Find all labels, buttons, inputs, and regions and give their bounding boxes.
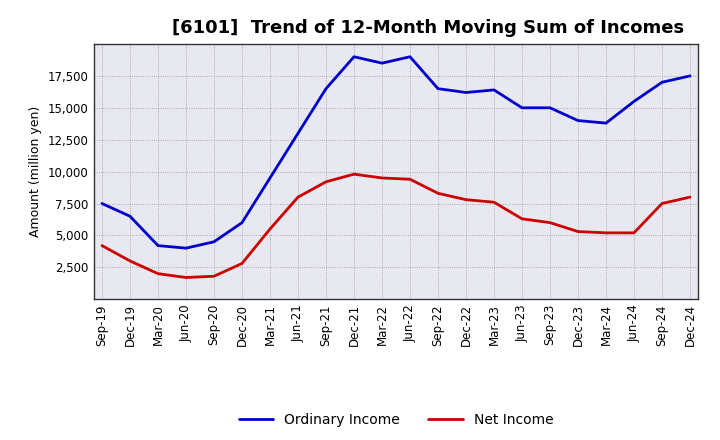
Ordinary Income — [657, 80, 666, 85]
Ordinary Income — [266, 175, 274, 180]
Ordinary Income — [462, 90, 470, 95]
Net Income — [126, 258, 135, 264]
Net Income — [490, 200, 498, 205]
Ordinary Income — [574, 118, 582, 123]
Y-axis label: Amount (million yen): Amount (million yen) — [30, 106, 42, 237]
Ordinary Income — [685, 73, 694, 78]
Line: Ordinary Income: Ordinary Income — [102, 57, 690, 248]
Ordinary Income — [238, 220, 246, 225]
Ordinary Income — [630, 99, 639, 104]
Ordinary Income — [181, 246, 190, 251]
Ordinary Income — [602, 121, 611, 126]
Net Income — [294, 194, 302, 200]
Net Income — [630, 230, 639, 235]
Ordinary Income — [405, 54, 414, 59]
Line: Net Income: Net Income — [102, 174, 690, 278]
Net Income — [378, 175, 387, 180]
Net Income — [266, 226, 274, 231]
Ordinary Income — [153, 243, 162, 248]
Net Income — [153, 271, 162, 276]
Ordinary Income — [98, 201, 107, 206]
Net Income — [210, 274, 218, 279]
Ordinary Income — [518, 105, 526, 110]
Net Income — [518, 216, 526, 221]
Ordinary Income — [378, 60, 387, 66]
Ordinary Income — [322, 86, 330, 92]
Ordinary Income — [210, 239, 218, 245]
Net Income — [322, 179, 330, 184]
Ordinary Income — [546, 105, 554, 110]
Net Income — [238, 261, 246, 266]
Ordinary Income — [490, 87, 498, 92]
Net Income — [574, 229, 582, 234]
Net Income — [433, 191, 442, 196]
Net Income — [685, 194, 694, 200]
Ordinary Income — [433, 86, 442, 92]
Net Income — [602, 230, 611, 235]
Ordinary Income — [294, 131, 302, 136]
Ordinary Income — [350, 54, 359, 59]
Net Income — [181, 275, 190, 280]
Ordinary Income — [126, 214, 135, 219]
Net Income — [657, 201, 666, 206]
Legend: Ordinary Income, Net Income: Ordinary Income, Net Income — [233, 407, 559, 433]
Net Income — [462, 197, 470, 202]
Text: [6101]  Trend of 12-Month Moving Sum of Incomes: [6101] Trend of 12-Month Moving Sum of I… — [172, 19, 684, 37]
Net Income — [405, 176, 414, 182]
Net Income — [98, 243, 107, 248]
Net Income — [546, 220, 554, 225]
Net Income — [350, 172, 359, 177]
